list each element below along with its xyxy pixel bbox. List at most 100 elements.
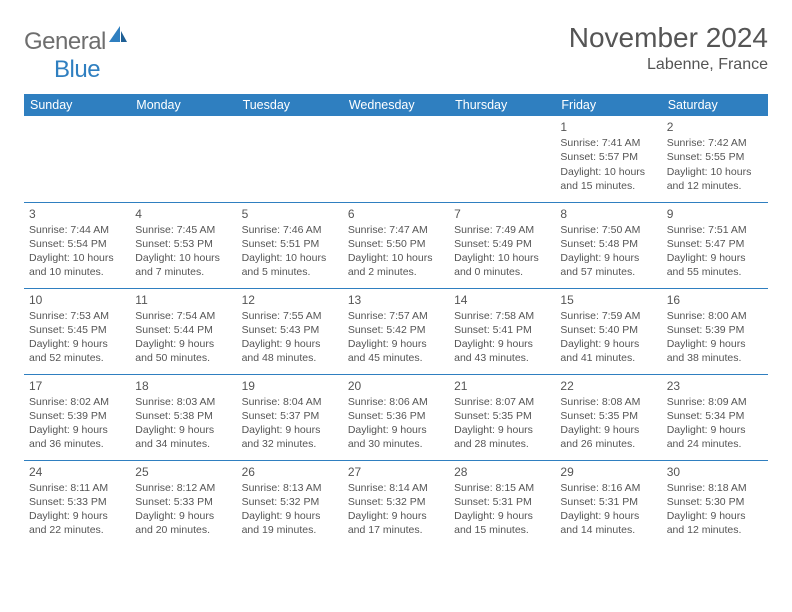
calendar-table: Sunday Monday Tuesday Wednesday Thursday… (24, 94, 768, 546)
sunrise-line: Sunrise: 7:42 AM (667, 136, 763, 150)
sunset-line: Sunset: 5:39 PM (667, 323, 763, 337)
sunset-line: Sunset: 5:41 PM (454, 323, 550, 337)
calendar-cell (130, 116, 236, 202)
daylight-line: Daylight: 9 hours and 32 minutes. (242, 423, 338, 451)
sunrise-line: Sunrise: 7:44 AM (29, 223, 125, 237)
day-number: 17 (29, 378, 125, 394)
daylight-line: Daylight: 9 hours and 15 minutes. (454, 509, 550, 537)
daylight-line: Daylight: 9 hours and 14 minutes. (560, 509, 656, 537)
calendar-cell: 7Sunrise: 7:49 AMSunset: 5:49 PMDaylight… (449, 202, 555, 288)
daylight-line: Daylight: 9 hours and 36 minutes. (29, 423, 125, 451)
calendar-cell: 25Sunrise: 8:12 AMSunset: 5:33 PMDayligh… (130, 460, 236, 546)
sunset-line: Sunset: 5:35 PM (560, 409, 656, 423)
sunset-line: Sunset: 5:49 PM (454, 237, 550, 251)
sunrise-line: Sunrise: 8:11 AM (29, 481, 125, 495)
calendar-cell: 28Sunrise: 8:15 AMSunset: 5:31 PMDayligh… (449, 460, 555, 546)
sunset-line: Sunset: 5:31 PM (560, 495, 656, 509)
title-block: November 2024 Labenne, France (569, 22, 768, 74)
day-number: 16 (667, 292, 763, 308)
sunrise-line: Sunrise: 7:57 AM (348, 309, 444, 323)
day-header: Sunday (24, 94, 130, 116)
daylight-line: Daylight: 10 hours and 10 minutes. (29, 251, 125, 279)
sunset-line: Sunset: 5:40 PM (560, 323, 656, 337)
calendar-cell: 29Sunrise: 8:16 AMSunset: 5:31 PMDayligh… (555, 460, 661, 546)
sunset-line: Sunset: 5:39 PM (29, 409, 125, 423)
day-number: 9 (667, 206, 763, 222)
sunset-line: Sunset: 5:57 PM (560, 150, 656, 164)
daylight-line: Daylight: 9 hours and 34 minutes. (135, 423, 231, 451)
calendar-cell (24, 116, 130, 202)
daylight-line: Daylight: 10 hours and 7 minutes. (135, 251, 231, 279)
sunrise-line: Sunrise: 8:00 AM (667, 309, 763, 323)
sunrise-line: Sunrise: 7:47 AM (348, 223, 444, 237)
calendar-cell: 3Sunrise: 7:44 AMSunset: 5:54 PMDaylight… (24, 202, 130, 288)
sunrise-line: Sunrise: 7:49 AM (454, 223, 550, 237)
day-number: 12 (242, 292, 338, 308)
day-header: Friday (555, 94, 661, 116)
day-number: 25 (135, 464, 231, 480)
day-number: 13 (348, 292, 444, 308)
calendar-cell (237, 116, 343, 202)
calendar-cell: 17Sunrise: 8:02 AMSunset: 5:39 PMDayligh… (24, 374, 130, 460)
calendar-row: 3Sunrise: 7:44 AMSunset: 5:54 PMDaylight… (24, 202, 768, 288)
sunrise-line: Sunrise: 7:41 AM (560, 136, 656, 150)
daylight-line: Daylight: 10 hours and 15 minutes. (560, 165, 656, 193)
calendar-cell: 30Sunrise: 8:18 AMSunset: 5:30 PMDayligh… (662, 460, 768, 546)
day-number: 30 (667, 464, 763, 480)
sunrise-line: Sunrise: 8:18 AM (667, 481, 763, 495)
sunset-line: Sunset: 5:51 PM (242, 237, 338, 251)
daylight-line: Daylight: 9 hours and 22 minutes. (29, 509, 125, 537)
day-number: 6 (348, 206, 444, 222)
calendar-row: 10Sunrise: 7:53 AMSunset: 5:45 PMDayligh… (24, 288, 768, 374)
day-number: 7 (454, 206, 550, 222)
header: GeneralBlue November 2024 Labenne, Franc… (24, 22, 768, 84)
sunset-line: Sunset: 5:48 PM (560, 237, 656, 251)
brand-name-part2: Blue (54, 56, 100, 83)
calendar-cell: 6Sunrise: 7:47 AMSunset: 5:50 PMDaylight… (343, 202, 449, 288)
calendar-cell: 4Sunrise: 7:45 AMSunset: 5:53 PMDaylight… (130, 202, 236, 288)
calendar-cell: 5Sunrise: 7:46 AMSunset: 5:51 PMDaylight… (237, 202, 343, 288)
sunrise-line: Sunrise: 8:08 AM (560, 395, 656, 409)
calendar-cell: 20Sunrise: 8:06 AMSunset: 5:36 PMDayligh… (343, 374, 449, 460)
daylight-line: Daylight: 9 hours and 50 minutes. (135, 337, 231, 365)
day-number: 18 (135, 378, 231, 394)
calendar-cell: 2Sunrise: 7:42 AMSunset: 5:55 PMDaylight… (662, 116, 768, 202)
sunset-line: Sunset: 5:33 PM (135, 495, 231, 509)
calendar-cell: 12Sunrise: 7:55 AMSunset: 5:43 PMDayligh… (237, 288, 343, 374)
day-header: Tuesday (237, 94, 343, 116)
calendar-cell: 21Sunrise: 8:07 AMSunset: 5:35 PMDayligh… (449, 374, 555, 460)
sunset-line: Sunset: 5:50 PM (348, 237, 444, 251)
daylight-line: Daylight: 10 hours and 5 minutes. (242, 251, 338, 279)
calendar-row: 17Sunrise: 8:02 AMSunset: 5:39 PMDayligh… (24, 374, 768, 460)
sunrise-line: Sunrise: 8:04 AM (242, 395, 338, 409)
day-number: 27 (348, 464, 444, 480)
sunrise-line: Sunrise: 7:46 AM (242, 223, 338, 237)
sunset-line: Sunset: 5:42 PM (348, 323, 444, 337)
sunset-line: Sunset: 5:31 PM (454, 495, 550, 509)
daylight-line: Daylight: 9 hours and 26 minutes. (560, 423, 656, 451)
daylight-line: Daylight: 10 hours and 12 minutes. (667, 165, 763, 193)
location-label: Labenne, France (569, 56, 768, 74)
day-number: 24 (29, 464, 125, 480)
daylight-line: Daylight: 9 hours and 30 minutes. (348, 423, 444, 451)
calendar-cell: 14Sunrise: 7:58 AMSunset: 5:41 PMDayligh… (449, 288, 555, 374)
daylight-line: Daylight: 9 hours and 12 minutes. (667, 509, 763, 537)
calendar-row: 24Sunrise: 8:11 AM Sunset: 5:33 PM Dayligh… (24, 460, 768, 546)
day-number: 2 (667, 119, 763, 135)
calendar-cell: 15Sunrise: 7:59 AMSunset: 5:40 PMDayligh… (555, 288, 661, 374)
sunset-line: Sunset: 5:44 PM (135, 323, 231, 337)
calendar-cell: 11Sunrise: 7:54 AMSunset: 5:44 PMDayligh… (130, 288, 236, 374)
daylight-line: Daylight: 9 hours and 19 minutes. (242, 509, 338, 537)
sunrise-line: Sunrise: 8:13 AM (242, 481, 338, 495)
daylight-line: Daylight: 9 hours and 38 minutes. (667, 337, 763, 365)
calendar-cell: 16Sunrise: 8:00 AMSunset: 5:39 PMDayligh… (662, 288, 768, 374)
sunrise-line: Sunrise: 8:06 AM (348, 395, 444, 409)
day-number: 5 (242, 206, 338, 222)
day-number: 19 (242, 378, 338, 394)
brand-name: GeneralBlue (24, 28, 128, 84)
calendar-cell (449, 116, 555, 202)
calendar-cell: 13Sunrise: 7:57 AMSunset: 5:42 PMDayligh… (343, 288, 449, 374)
day-number: 8 (560, 206, 656, 222)
page-title: November 2024 (569, 22, 768, 54)
daylight-line: Daylight: 9 hours and 55 minutes. (667, 251, 763, 279)
